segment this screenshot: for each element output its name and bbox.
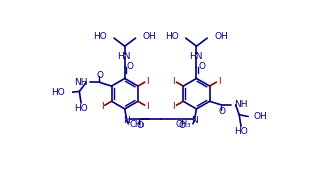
Text: HO: HO xyxy=(234,127,248,136)
Text: O: O xyxy=(199,62,206,71)
Text: O: O xyxy=(96,71,103,80)
Text: O: O xyxy=(127,62,134,71)
Text: OH: OH xyxy=(214,32,228,41)
Text: I: I xyxy=(218,77,221,86)
Text: I: I xyxy=(146,77,149,86)
Text: HO: HO xyxy=(165,32,179,41)
Text: I: I xyxy=(146,102,149,111)
Text: HO: HO xyxy=(51,88,65,97)
Text: N: N xyxy=(123,116,130,125)
Text: N: N xyxy=(191,116,198,125)
Text: I: I xyxy=(101,102,103,111)
Text: O: O xyxy=(178,121,185,130)
Text: CH₃: CH₃ xyxy=(176,120,191,129)
Text: NH: NH xyxy=(234,100,247,109)
Text: NH: NH xyxy=(74,78,87,87)
Text: HN: HN xyxy=(189,52,203,62)
Text: O: O xyxy=(218,107,225,116)
Text: HO: HO xyxy=(93,32,107,41)
Text: HN: HN xyxy=(117,52,131,62)
Text: OH: OH xyxy=(143,32,156,41)
Text: OH: OH xyxy=(254,112,267,121)
Text: HO: HO xyxy=(74,104,88,113)
Text: CH₃: CH₃ xyxy=(130,120,145,129)
Text: I: I xyxy=(172,102,175,111)
Text: O: O xyxy=(136,121,143,130)
Text: I: I xyxy=(172,77,175,86)
